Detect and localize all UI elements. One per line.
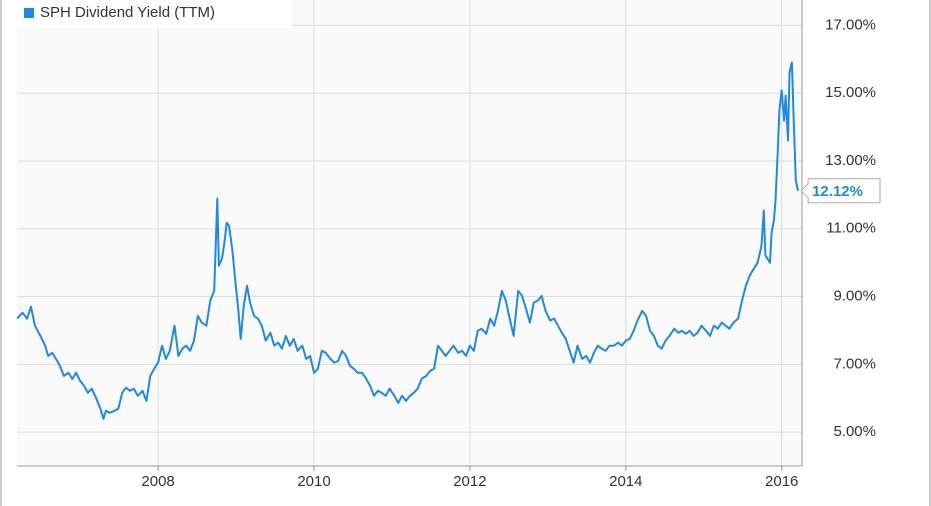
y-tick-label: 17.00%: [825, 16, 876, 33]
annotation: 12.12%: [800, 178, 881, 204]
y-tick-label: 7.00%: [833, 355, 876, 372]
x-tick-label: 2016: [765, 473, 798, 490]
annotation-label: 12.12%: [812, 183, 863, 200]
x-tick-label: 2012: [453, 473, 486, 490]
y-tick-label: 11.00%: [826, 220, 876, 237]
legend-label: SPH Dividend Yield (TTM): [40, 4, 215, 21]
x-tick-label: 2014: [609, 473, 642, 490]
series-line: [16, 61, 800, 420]
y-tick-label: 15.00%: [825, 84, 876, 101]
annotation-box: [800, 178, 881, 204]
grid: 5.00% 7.00% 9.00% 11.00% 13.00% 15.00% 17.00% 2…: [17, 0, 876, 490]
legend: SPH Dividend Yield (TTM): [17, 0, 292, 28]
series-lines: [16, 61, 800, 420]
y-tick-label: 5.00%: [833, 423, 876, 440]
legend-swatch: [24, 8, 34, 18]
x-tick-label: 2008: [141, 473, 174, 490]
y-tick-label: 9.00%: [833, 288, 876, 305]
y-tick-label: 13.00%: [825, 152, 876, 169]
x-tick-label: 2010: [297, 473, 330, 490]
legend-box: [17, 0, 292, 28]
